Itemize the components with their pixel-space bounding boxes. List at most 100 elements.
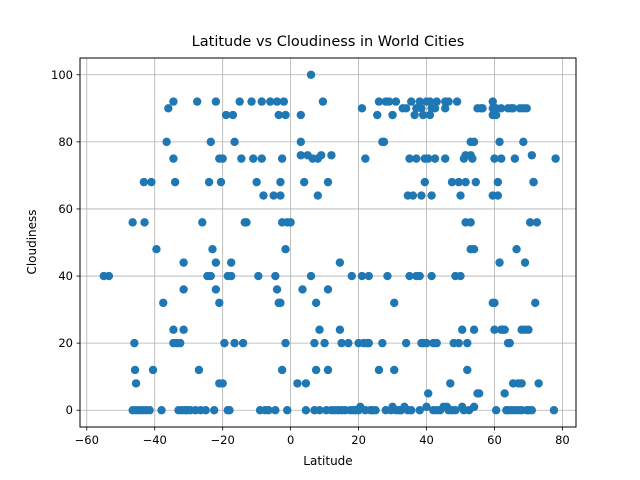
x-axis-ticks: −60 −40 −20 0 20 40 60 80 — [75, 427, 570, 447]
data-point — [432, 97, 441, 106]
y-axis-ticks: 0 20 40 60 80 100 — [51, 68, 80, 417]
data-point — [405, 154, 414, 163]
x-tick-label: −40 — [143, 433, 167, 447]
data-point — [432, 338, 441, 348]
chart-title: Latitude vs Cloudiness in World Cities — [191, 34, 465, 50]
data-point — [407, 406, 416, 415]
data-point — [198, 218, 207, 227]
data-point — [441, 154, 450, 163]
data-point — [315, 406, 324, 415]
data-point — [276, 298, 285, 308]
data-point — [254, 271, 263, 281]
data-point — [276, 191, 285, 200]
data-point — [301, 379, 311, 388]
data-point — [315, 325, 324, 334]
data-point — [335, 325, 345, 334]
data-point — [306, 271, 316, 281]
data-point — [327, 151, 336, 160]
data-point — [130, 338, 139, 348]
data-point — [179, 285, 188, 294]
data-point — [296, 151, 306, 160]
data-point — [159, 298, 168, 308]
data-point — [527, 406, 537, 415]
data-point — [271, 271, 280, 281]
data-point — [405, 271, 414, 281]
x-tick-label: 80 — [555, 433, 570, 447]
data-point — [335, 258, 345, 267]
data-point — [228, 110, 238, 120]
data-point — [301, 406, 311, 415]
data-point — [474, 389, 484, 398]
data-point — [296, 137, 306, 147]
data-point — [317, 151, 326, 160]
data-point — [491, 406, 501, 415]
data-point — [444, 97, 453, 106]
data-point — [169, 97, 178, 106]
data-point — [281, 245, 290, 254]
data-point — [170, 177, 180, 187]
data-point — [418, 110, 428, 120]
data-point — [469, 245, 479, 254]
data-point — [493, 191, 503, 200]
data-point — [422, 402, 431, 412]
data-point — [466, 218, 475, 227]
data-point — [252, 177, 261, 187]
data-point — [374, 365, 384, 375]
data-point — [527, 151, 537, 160]
y-tick-label: 80 — [58, 135, 73, 149]
data-point — [211, 258, 221, 267]
data-point — [463, 338, 472, 348]
data-point — [525, 218, 535, 227]
data-point — [259, 191, 268, 200]
data-point — [225, 406, 234, 415]
data-point — [215, 298, 224, 308]
data-point — [283, 406, 292, 415]
data-point — [532, 218, 542, 227]
data-point — [211, 285, 221, 294]
data-point — [490, 298, 499, 308]
data-point — [468, 154, 477, 163]
data-point — [164, 104, 173, 113]
data-point — [451, 406, 460, 415]
x-tick-label: 20 — [351, 433, 366, 447]
data-point — [510, 154, 520, 163]
data-point — [424, 389, 433, 398]
data-point — [534, 379, 543, 388]
data-point — [522, 104, 531, 113]
data-point — [257, 154, 266, 163]
data-point — [495, 258, 504, 267]
data-point — [495, 137, 504, 147]
data-point — [208, 245, 217, 254]
data-point — [128, 218, 137, 227]
data-point — [318, 97, 328, 106]
data-point — [179, 258, 188, 267]
data-point — [230, 338, 239, 348]
data-point — [461, 177, 470, 187]
x-tick-label: −20 — [211, 433, 235, 447]
data-point — [415, 406, 424, 415]
data-point — [169, 325, 178, 334]
data-point — [491, 110, 501, 120]
data-point — [373, 110, 382, 120]
data-point — [471, 177, 480, 187]
data-point — [497, 104, 506, 113]
data-point — [391, 97, 401, 106]
data-point — [272, 97, 282, 106]
data-point — [296, 110, 306, 120]
data-point — [531, 298, 540, 308]
data-point — [379, 137, 389, 147]
data-point — [226, 258, 236, 267]
x-tick-label: 40 — [419, 433, 434, 447]
data-point — [286, 218, 295, 227]
data-point — [364, 271, 373, 281]
data-point — [221, 110, 231, 120]
data-point — [306, 70, 316, 79]
data-point — [388, 110, 397, 120]
data-point — [220, 338, 229, 348]
data-point — [218, 379, 227, 388]
y-tick-label: 0 — [66, 403, 73, 417]
data-point — [206, 137, 215, 147]
data-point — [415, 271, 424, 281]
data-point — [410, 110, 419, 120]
